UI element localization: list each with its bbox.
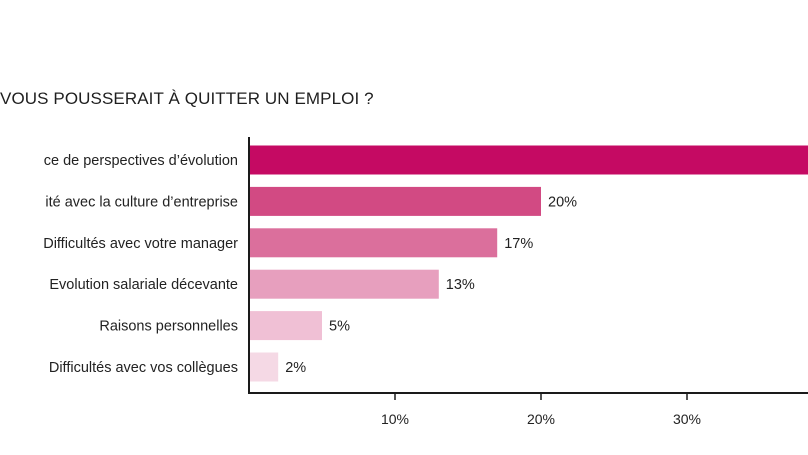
bar-5 [250, 352, 279, 382]
x-tick-label-1: 20% [527, 411, 555, 427]
chart-title: VOUS POUSSERAIT À QUITTER UN EMPLOI ? [0, 89, 374, 108]
category-label-5: Difficultés avec vos collègues [49, 360, 238, 376]
category-label-3: Evolution salariale décevante [49, 277, 238, 293]
bar-1 [250, 186, 541, 216]
category-label-2: Difficultés avec votre manager [43, 236, 238, 252]
bar-2 [250, 228, 498, 258]
bar-0 [250, 145, 808, 175]
x-tick-label-0: 10% [381, 411, 409, 427]
value-label-4: 5% [329, 319, 350, 335]
value-label-2: 17% [504, 236, 533, 252]
axis-layer: 10%20%30%40 [248, 137, 808, 427]
value-label-1: 20% [548, 194, 577, 210]
bar-4 [250, 311, 322, 341]
category-label-0: ce de perspectives d’évolution [44, 153, 238, 169]
bars-layer [250, 145, 808, 382]
value-label-5: 2% [285, 360, 306, 376]
value-label-3: 13% [446, 277, 475, 293]
category-label-4: Raisons personnelles [99, 319, 238, 335]
x-tick-label-2: 30% [673, 411, 701, 427]
bar-3 [250, 269, 439, 299]
labels-layer: ce de perspectives d’évolution ité avec l… [43, 153, 577, 376]
category-label-1: ité avec la culture d’entreprise [45, 194, 238, 210]
